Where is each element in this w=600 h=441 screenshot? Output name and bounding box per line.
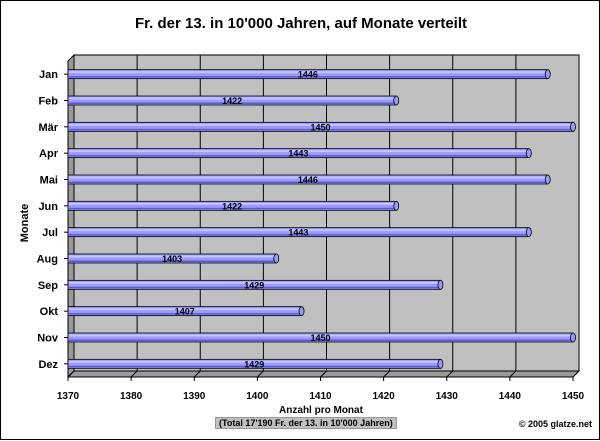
y-tick-label: Apr	[39, 148, 59, 160]
gridline-floor	[257, 370, 264, 378]
gridline-floor	[572, 370, 580, 378]
data-label: 1407	[175, 307, 195, 317]
data-label: 1403	[162, 254, 182, 264]
bar-shade	[69, 260, 276, 262]
bar-end-cap	[544, 69, 551, 80]
data-label: 1443	[288, 228, 308, 238]
bar-end-cap	[570, 121, 576, 132]
gridline-floor	[67, 370, 75, 378]
bar-shade	[69, 76, 547, 78]
y-tick-label: Mär	[38, 122, 58, 134]
x-tick-label: 1380	[120, 391, 143, 402]
bar-highlight	[69, 360, 440, 363]
bar-shade	[69, 102, 396, 104]
bar-end-cap	[570, 332, 576, 343]
bar-highlight	[69, 281, 440, 284]
bar-highlight	[69, 255, 276, 258]
gridline-floor	[446, 370, 454, 378]
y-tick-label: Nov	[37, 333, 59, 345]
copyright-credit: © 2005 glatze.net	[518, 419, 592, 429]
data-label: 1443	[288, 149, 308, 159]
chart-title: Fr. der 13. in 10'000 Jahren, auf Monate…	[134, 15, 468, 32]
data-label: 1446	[298, 175, 318, 185]
data-label: 1429	[244, 280, 264, 290]
gridline-floor	[320, 370, 327, 378]
total-note: (Total 17'190 Fr. der 13. in 10'000 Jahr…	[215, 417, 397, 429]
bar-shade	[69, 365, 440, 368]
bar-shade	[69, 207, 396, 210]
bar-end-cap	[393, 200, 400, 211]
y-tick-label: Okt	[40, 306, 59, 318]
bar-shade	[69, 339, 572, 341]
bar-highlight	[69, 176, 547, 179]
bar-shade	[69, 313, 301, 315]
y-tick-label: Dez	[38, 359, 58, 371]
y-tick-label: Aug	[37, 254, 58, 266]
data-label: 1450	[310, 333, 330, 343]
x-tick-label: 1430	[436, 391, 459, 402]
bar-shade	[69, 128, 572, 131]
x-tick-label: 1390	[183, 391, 206, 402]
x-tick-label: 1400	[246, 391, 269, 402]
bar-highlight	[69, 97, 396, 100]
bar-end-cap	[437, 358, 444, 369]
bar-shade	[69, 181, 547, 183]
bar-highlight	[69, 334, 572, 337]
y-axis-title: Monate	[19, 204, 31, 243]
x-tick-label: 1420	[373, 391, 396, 402]
bar-end-cap	[437, 279, 444, 290]
y-tick-label: Mai	[40, 175, 58, 187]
y-tick-label: Jun	[38, 201, 58, 213]
data-label: 1429	[244, 359, 264, 369]
y-tick-label: Jul	[42, 227, 58, 239]
bar-end-cap	[393, 95, 400, 106]
x-tick-label: 1370	[57, 391, 80, 402]
data-label: 1446	[298, 70, 318, 80]
gridline-floor	[130, 370, 138, 378]
bar-end-cap	[525, 148, 532, 159]
y-tick-label: Feb	[38, 96, 58, 108]
bar-highlight	[69, 308, 301, 311]
x-axis-title: Anzahl pro Monat	[279, 405, 363, 416]
bar-shade	[69, 155, 528, 157]
bar-end-cap	[273, 253, 280, 264]
bar-highlight	[69, 123, 572, 126]
bar-highlight	[69, 229, 528, 232]
bar-highlight	[69, 71, 547, 74]
data-label: 1422	[222, 201, 242, 211]
bar-end-cap	[298, 306, 305, 317]
bar-end-cap	[544, 174, 551, 185]
x-tick-label: 1410	[309, 391, 332, 402]
bar-shade	[69, 286, 440, 289]
data-label: 1450	[310, 122, 330, 132]
data-label: 1422	[222, 96, 242, 106]
bar-highlight	[69, 202, 396, 205]
gridline-floor	[509, 370, 517, 378]
bar-highlight	[69, 150, 528, 153]
y-tick-label: Jan	[39, 69, 58, 81]
gridline-floor	[193, 370, 201, 378]
bar-end-cap	[525, 227, 532, 238]
x-tick-label: 1440	[499, 391, 522, 402]
x-tick-label: 1450	[562, 391, 585, 402]
y-tick-label: Sep	[38, 280, 58, 292]
gridline-floor	[383, 370, 390, 378]
bar-shade	[69, 234, 528, 236]
